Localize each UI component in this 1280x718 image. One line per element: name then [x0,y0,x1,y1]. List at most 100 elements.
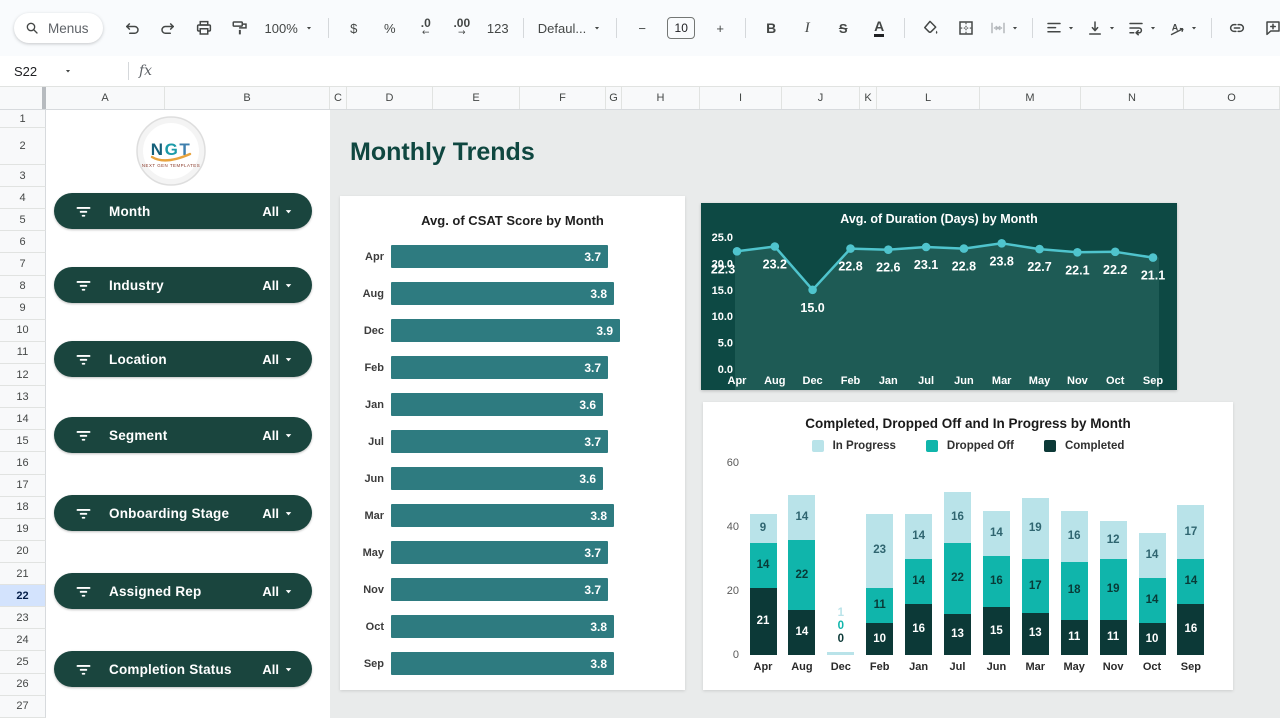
row-header-18[interactable]: 18 [0,497,46,519]
filter-value-dropdown[interactable]: All [262,278,294,293]
row-header-10[interactable]: 10 [0,320,46,342]
increase-font-size-button[interactable]: + [703,14,737,42]
chart-title: Avg. of Duration (Days) by Month [840,212,1037,226]
merge-cells-icon[interactable] [985,14,1024,42]
row-header-7[interactable]: 7 [0,253,46,275]
filter-segment[interactable]: Segment All [54,417,312,453]
category-label: Oct [1130,661,1174,673]
row-header-13[interactable]: 13 [0,386,46,408]
more-formats-button[interactable]: 123 [481,14,515,42]
column-header-I[interactable]: I [700,87,782,109]
chevron-down-icon [63,66,73,76]
row-header-21[interactable]: 21 [0,563,46,585]
row-header-15[interactable]: 15 [0,430,46,452]
row-header-22[interactable]: 22 [0,585,46,607]
row-header-23[interactable]: 23 [0,607,46,629]
decrease-decimal-button[interactable]: .0← [409,14,443,42]
row-header-4[interactable]: 4 [0,187,46,209]
vertical-align-icon[interactable] [1082,14,1121,42]
row-header-11[interactable]: 11 [0,342,46,364]
row-header-20[interactable]: 20 [0,541,46,563]
row-header-16[interactable]: 16 [0,452,46,474]
font-select[interactable]: Defaul... [532,14,608,42]
zoom-select[interactable]: 100% [259,14,320,42]
row-header-27[interactable]: 27 [0,696,46,718]
filter-onboarding-stage[interactable]: Onboarding Stage All [54,495,312,531]
legend-label: In Progress [833,440,896,452]
row-header-14[interactable]: 14 [0,408,46,430]
column-header-J[interactable]: J [782,87,860,109]
legend-swatch [926,440,938,452]
filter-completion-status[interactable]: Completion Status All [54,651,312,687]
insert-comment-icon[interactable] [1256,14,1280,42]
filter-value-dropdown[interactable]: All [262,584,294,599]
row-header-6[interactable]: 6 [0,231,46,253]
bold-button[interactable]: B [754,14,788,42]
stacked-bar-chart[interactable]: Completed, Dropped Off and In Progress b… [703,402,1233,690]
row-header-19[interactable]: 19 [0,519,46,541]
category-label: Jun [974,661,1018,673]
filter-month[interactable]: Month All [54,193,312,229]
column-header-K[interactable]: K [860,87,877,109]
svg-text:22.3: 22.3 [711,262,735,276]
column-header-L[interactable]: L [877,87,980,109]
filter-value-dropdown[interactable]: All [262,662,294,677]
italic-button[interactable]: I [790,14,824,42]
column-header-G[interactable]: G [606,87,622,109]
menus-search[interactable]: Menus [14,13,103,43]
csat-bar-chart[interactable]: Avg. of CSAT Score by Month Apr 3.7 Aug … [340,196,685,690]
row-header-2[interactable]: 2 [0,128,46,165]
borders-icon[interactable] [949,14,983,42]
format-percent-button[interactable]: % [373,14,407,42]
strikethrough-button[interactable]: S [826,14,860,42]
column-header-B[interactable]: B [165,87,330,109]
fill-color-icon[interactable] [913,14,947,42]
column-header-M[interactable]: M [980,87,1081,109]
column-header-A[interactable]: A [46,87,165,109]
column-header-O[interactable]: O [1184,87,1280,109]
column-header-N[interactable]: N [1081,87,1184,109]
print-icon[interactable] [187,14,221,42]
row-header-12[interactable]: 12 [0,364,46,386]
filter-value-dropdown[interactable]: All [262,352,294,367]
filter-location[interactable]: Location All [54,341,312,377]
column-header-F[interactable]: F [520,87,606,109]
redo-icon[interactable] [151,14,185,42]
filter-value-dropdown[interactable]: All [262,428,294,443]
duration-line-chart[interactable]: Avg. of Duration (Days) by Month25.020.0… [701,203,1177,390]
row-header-25[interactable]: 25 [0,651,46,673]
row-header-5[interactable]: 5 [0,209,46,231]
y-tick: 0 [715,649,739,661]
column-header-C[interactable]: C [330,87,347,109]
increase-decimal-button[interactable]: .00→ [445,14,479,42]
row-header-1[interactable]: 1 [0,110,46,128]
format-currency-button[interactable]: $ [337,14,371,42]
undo-icon[interactable] [115,14,149,42]
filter-value-dropdown[interactable]: All [262,506,294,521]
horizontal-align-icon[interactable] [1041,14,1080,42]
name-box[interactable]: S22 [0,64,118,79]
decrease-font-size-button[interactable]: − [625,14,659,42]
row-header-3[interactable]: 3 [0,165,46,187]
row-header-24[interactable]: 24 [0,629,46,651]
text-color-button[interactable]: A [862,14,896,42]
row-header-9[interactable]: 9 [0,298,46,320]
insert-link-icon[interactable] [1220,14,1254,42]
filter-value-dropdown[interactable]: All [262,204,294,219]
select-all-corner[interactable] [0,87,46,109]
text-wrap-icon[interactable] [1123,14,1162,42]
filter-industry[interactable]: Industry All [54,267,312,303]
column-header-D[interactable]: D [347,87,433,109]
sheet-grid: 1234567891011121314151617181920212223242… [0,110,1280,718]
filter-assigned-rep[interactable]: Assigned Rep All [54,573,312,609]
row-header-26[interactable]: 26 [0,674,46,696]
row-header-17[interactable]: 17 [0,475,46,497]
column-header-H[interactable]: H [622,87,700,109]
category-label: Sep [1169,661,1213,673]
category-label: Oct [340,621,391,633]
paint-format-icon[interactable] [223,14,257,42]
font-size-input[interactable]: 10 [661,14,701,42]
text-rotation-icon[interactable]: A [1164,14,1203,42]
row-header-8[interactable]: 8 [0,276,46,298]
column-header-E[interactable]: E [433,87,520,109]
